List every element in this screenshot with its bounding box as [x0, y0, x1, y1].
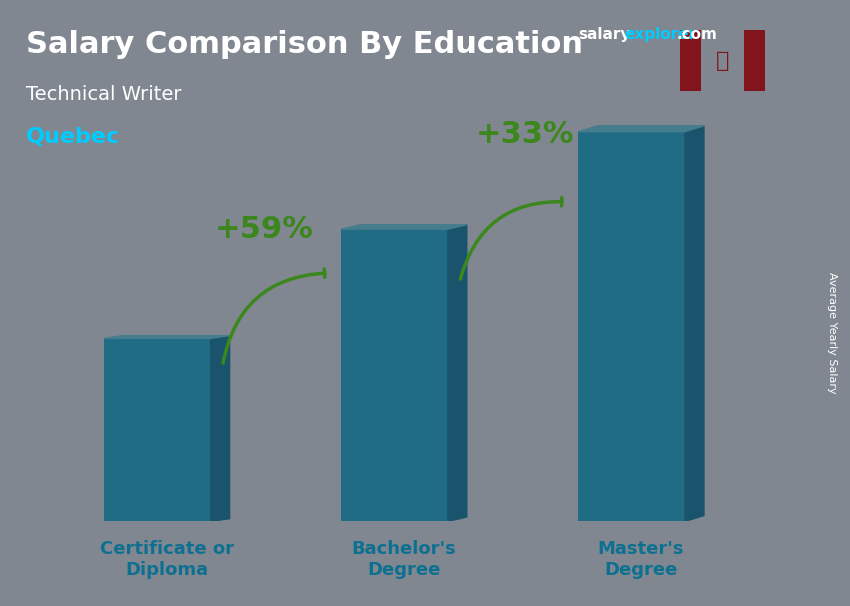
Polygon shape [104, 336, 230, 338]
Text: Quebec: Quebec [26, 127, 120, 147]
Polygon shape [578, 126, 704, 132]
Bar [104, 338, 211, 521]
Bar [341, 229, 448, 521]
Bar [701, 30, 744, 91]
Text: 168,000 CAD: 168,000 CAD [582, 101, 700, 119]
Text: salary: salary [578, 27, 631, 42]
Text: 🍁: 🍁 [716, 50, 729, 71]
Text: explorer: explorer [625, 27, 697, 42]
Bar [744, 30, 765, 91]
Text: 126,000 CAD: 126,000 CAD [345, 200, 463, 218]
Bar [680, 30, 701, 91]
Text: Certificate or
Diploma: Certificate or Diploma [99, 540, 234, 579]
Polygon shape [448, 225, 467, 521]
Text: Technical Writer: Technical Writer [26, 85, 181, 104]
Text: 78,900 CAD: 78,900 CAD [113, 311, 220, 328]
Text: Salary Comparison By Education: Salary Comparison By Education [26, 30, 582, 59]
Text: +59%: +59% [214, 215, 314, 244]
Polygon shape [685, 126, 704, 521]
Polygon shape [211, 336, 230, 521]
Bar [578, 132, 685, 521]
Polygon shape [341, 225, 467, 229]
Text: Master's
Degree: Master's Degree [598, 540, 684, 579]
Text: .com: .com [677, 27, 717, 42]
Text: +33%: +33% [476, 120, 574, 149]
Text: Average Yearly Salary: Average Yearly Salary [827, 273, 837, 394]
Text: Bachelor's
Degree: Bachelor's Degree [352, 540, 456, 579]
